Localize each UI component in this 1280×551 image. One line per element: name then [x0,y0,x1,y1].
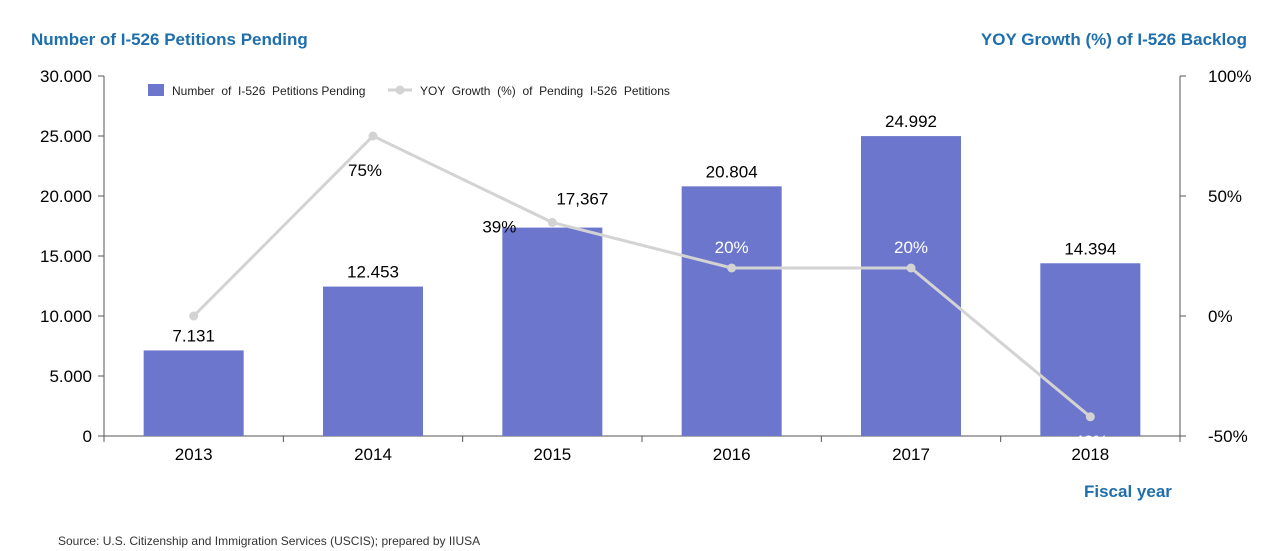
bar-2018 [1040,263,1141,436]
right-tick-label: 100% [1208,67,1251,86]
right-tick-label: 50% [1208,187,1242,206]
bar-2015 [502,227,603,436]
growth-point-2015 [547,217,557,227]
bar-value-label: 20.804 [706,162,758,181]
x-tick-label: 2016 [713,445,751,464]
right-axis-title: YOY Growth (%) of I-526 Backlog [980,30,1247,49]
left-tick-label: 0 [83,427,92,446]
growth-value-label: 20% [894,238,928,257]
x-tick-label: 2017 [892,445,930,464]
right-tick-label: 0% [1208,307,1233,326]
bar-2017 [861,136,961,436]
left-tick-label: 15.000 [40,247,92,266]
growth-value-label: 39% [482,217,516,236]
growth-value-label: -42% [1068,432,1108,451]
growth-point-2016 [727,263,737,273]
legend-line-marker [395,85,405,95]
left-tick-label: 10.000 [40,307,92,326]
growth-point-2014 [368,131,378,141]
growth-point-2017 [906,263,916,273]
x-tick-label: 2015 [533,445,571,464]
bar-value-label: 7.131 [172,326,215,345]
bar-value-label: 17,367 [556,190,608,209]
bar-2014 [323,286,423,436]
x-tick-label: 2018 [1071,445,1109,464]
left-tick-label: 30.000 [40,67,92,86]
bar-2013 [143,350,244,436]
legend-line-label: YOY Growth (%) of Pending I-526 Petition… [420,84,670,98]
growth-point-2018 [1085,412,1095,422]
bar-value-label: 12.453 [347,263,399,282]
legend-bar-label: Number of I-526 Petitions Pending [172,84,365,98]
bar-2016 [681,186,782,436]
bar-value-label: 24.992 [885,112,937,131]
bar-value-label: 14.394 [1064,239,1116,258]
left-tick-label: 5.000 [49,367,92,386]
legend-bar-swatch [148,84,164,96]
left-axis-title: Number of I-526 Petitions Pending [31,30,308,49]
x-axis-title: Fiscal year [1084,482,1172,501]
left-tick-label: 20.000 [40,187,92,206]
x-tick-label: 2013 [175,445,213,464]
x-tick-label: 2014 [354,445,392,464]
growth-value-label: 20% [715,238,749,257]
growth-point-2013 [189,311,199,321]
left-tick-label: 25.000 [40,127,92,146]
growth-value-label: 75% [348,161,382,180]
source-note: Source: U.S. Citizenship and Immigration… [58,534,481,548]
right-tick-label: -50% [1208,427,1248,446]
growth-line [192,134,1092,418]
